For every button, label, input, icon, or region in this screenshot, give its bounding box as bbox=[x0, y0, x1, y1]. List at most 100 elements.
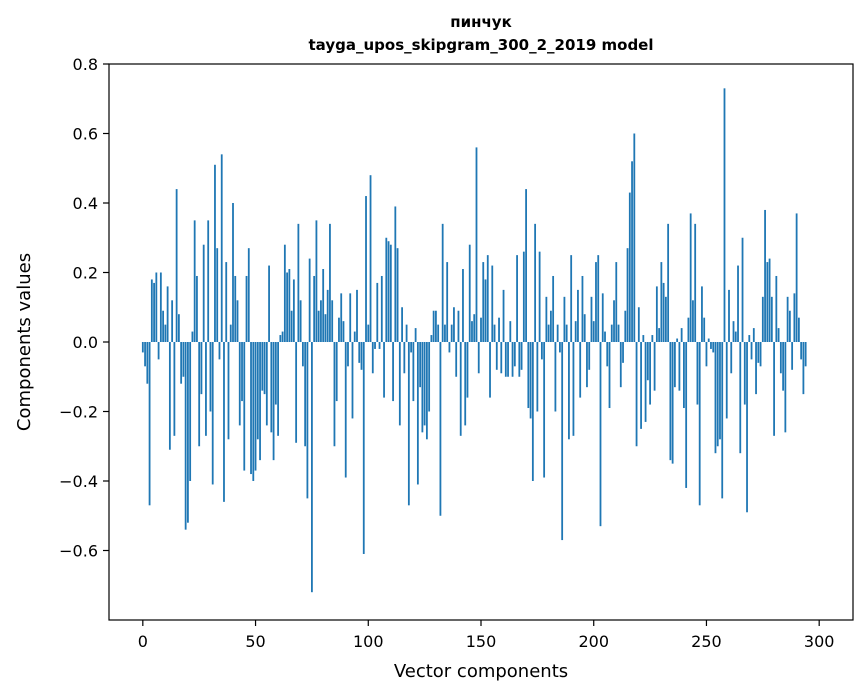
bar-component-261 bbox=[730, 342, 733, 374]
bar-component-208 bbox=[610, 324, 613, 343]
x-axis-title: Vector components bbox=[394, 661, 568, 682]
bar-component-169 bbox=[522, 251, 525, 342]
bar-component-159 bbox=[500, 342, 503, 374]
y-tick-label: −0.2 bbox=[59, 403, 98, 422]
bar-component-125 bbox=[423, 342, 426, 426]
bar-component-288 bbox=[791, 342, 794, 370]
bar-component-198 bbox=[588, 342, 591, 370]
bar-component-181 bbox=[549, 310, 552, 342]
bar-component-103 bbox=[374, 342, 376, 349]
bar-component-262 bbox=[732, 321, 735, 342]
bar-component-60 bbox=[277, 342, 279, 436]
bar-component-111 bbox=[392, 342, 394, 402]
bar-component-196 bbox=[583, 314, 586, 342]
bar-component-118 bbox=[407, 342, 410, 506]
bar-component-128 bbox=[430, 335, 433, 342]
bar-component-293 bbox=[802, 342, 805, 395]
bar-component-203 bbox=[599, 342, 602, 527]
bar-component-29 bbox=[207, 220, 210, 343]
bar-component-229 bbox=[658, 328, 661, 342]
bar-component-226 bbox=[651, 335, 654, 342]
bar-component-121 bbox=[414, 328, 417, 342]
bar-component-109 bbox=[387, 241, 390, 342]
bar-component-52 bbox=[259, 342, 261, 461]
bar-component-42 bbox=[236, 300, 239, 342]
bar-component-44 bbox=[241, 342, 243, 402]
bar-component-26 bbox=[200, 342, 203, 395]
bar-component-260 bbox=[728, 289, 730, 343]
bar-component-88 bbox=[340, 293, 343, 342]
y-tick-label: −0.6 bbox=[59, 542, 98, 561]
bar-component-212 bbox=[619, 342, 622, 388]
bar-component-263 bbox=[734, 331, 737, 342]
bar-component-20 bbox=[187, 342, 189, 523]
bar-component-137 bbox=[450, 324, 453, 343]
bar-component-80 bbox=[322, 269, 325, 342]
bar-component-268 bbox=[746, 342, 748, 513]
bar-component-120 bbox=[412, 342, 415, 402]
bar-component-65 bbox=[288, 269, 291, 342]
bar-component-94 bbox=[353, 331, 356, 342]
bar-component-8 bbox=[159, 272, 162, 342]
bar-component-97 bbox=[360, 342, 363, 370]
bar-component-219 bbox=[635, 342, 638, 447]
bar-component-4 bbox=[150, 279, 153, 342]
bar-component-100 bbox=[367, 324, 370, 343]
bar-component-182 bbox=[552, 275, 555, 342]
bar-component-170 bbox=[525, 189, 527, 342]
bar-component-15 bbox=[175, 189, 178, 342]
bar-component-11 bbox=[166, 286, 169, 342]
bar-component-277 bbox=[766, 262, 769, 342]
bar-component-247 bbox=[698, 342, 701, 506]
y-tick-label: 0.6 bbox=[73, 125, 98, 144]
y-tick-label: 0.4 bbox=[73, 194, 98, 213]
bar-component-24 bbox=[196, 275, 198, 342]
y-tick-label: 0.0 bbox=[73, 333, 98, 352]
bar-component-43 bbox=[238, 342, 241, 426]
bar-component-193 bbox=[577, 289, 579, 343]
bar-component-53 bbox=[261, 342, 264, 391]
bar-component-206 bbox=[606, 342, 609, 367]
bar-component-149 bbox=[477, 342, 480, 374]
y-tick-label: 0.2 bbox=[73, 264, 98, 283]
bar-component-106 bbox=[380, 275, 383, 342]
bar-component-70 bbox=[299, 300, 302, 342]
bar-component-68 bbox=[295, 342, 298, 443]
bar-component-96 bbox=[358, 342, 361, 363]
bar-component-255 bbox=[716, 342, 719, 447]
bar-component-241 bbox=[685, 342, 688, 488]
bar-component-257 bbox=[721, 342, 724, 499]
bar-component-291 bbox=[797, 317, 800, 342]
bar-component-112 bbox=[394, 206, 397, 342]
bar-component-134 bbox=[444, 324, 446, 343]
bar-component-166 bbox=[516, 255, 518, 343]
bar-component-215 bbox=[626, 248, 629, 342]
bar-component-222 bbox=[642, 335, 645, 342]
bar-component-172 bbox=[529, 342, 532, 419]
bar-component-64 bbox=[286, 272, 289, 342]
bar-component-256 bbox=[719, 342, 721, 440]
bar-component-253 bbox=[712, 342, 715, 353]
bar-component-107 bbox=[383, 342, 385, 398]
bar-component-271 bbox=[752, 328, 755, 342]
bar-component-214 bbox=[624, 310, 627, 342]
bar-component-225 bbox=[649, 342, 651, 405]
bar-component-163 bbox=[509, 321, 512, 342]
bar-component-160 bbox=[502, 289, 505, 343]
bar-component-231 bbox=[662, 282, 665, 342]
bar-component-223 bbox=[644, 342, 647, 422]
bar-component-237 bbox=[676, 338, 679, 342]
bar-component-25 bbox=[198, 342, 201, 447]
bar-component-217 bbox=[631, 161, 633, 342]
bar-component-249 bbox=[703, 317, 706, 342]
bar-component-292 bbox=[800, 342, 803, 360]
bar-component-12 bbox=[168, 342, 171, 450]
bar-component-0 bbox=[141, 342, 144, 353]
y-tick-label: −0.4 bbox=[59, 472, 98, 491]
bar-component-115 bbox=[401, 307, 403, 342]
bar-component-113 bbox=[396, 248, 399, 342]
bar-component-194 bbox=[579, 342, 582, 398]
bar-component-131 bbox=[437, 324, 440, 343]
